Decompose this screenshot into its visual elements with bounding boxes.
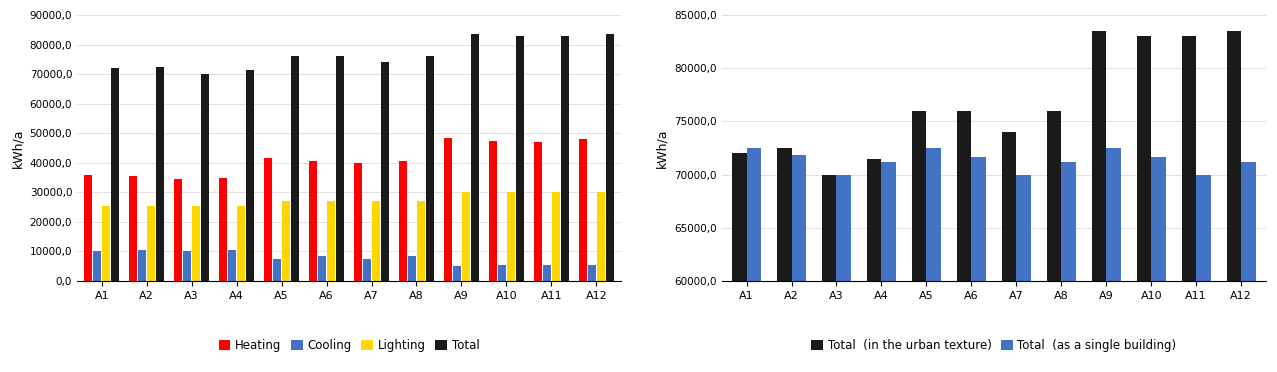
Bar: [1106, 148, 1121, 372]
Bar: [1092, 31, 1106, 372]
Bar: [453, 266, 461, 281]
Bar: [578, 139, 587, 281]
Bar: [398, 161, 407, 281]
Bar: [407, 256, 416, 281]
Bar: [282, 201, 290, 281]
Bar: [264, 158, 272, 281]
Bar: [747, 148, 761, 372]
Bar: [336, 57, 344, 281]
Bar: [318, 256, 326, 281]
Bar: [418, 201, 425, 281]
Bar: [1152, 157, 1166, 372]
Bar: [1181, 36, 1197, 372]
Bar: [138, 250, 147, 281]
Bar: [507, 192, 515, 281]
Bar: [732, 153, 747, 372]
Bar: [489, 141, 497, 281]
Bar: [372, 201, 381, 281]
Bar: [605, 34, 614, 281]
Bar: [1197, 174, 1211, 372]
Bar: [291, 57, 299, 281]
Bar: [926, 148, 941, 372]
Bar: [238, 206, 245, 281]
Bar: [972, 157, 986, 372]
Bar: [471, 34, 479, 281]
Bar: [498, 265, 506, 281]
Bar: [84, 174, 92, 281]
Y-axis label: kWh/a: kWh/a: [656, 128, 669, 168]
Bar: [427, 57, 434, 281]
Bar: [102, 206, 110, 281]
Bar: [1227, 31, 1241, 372]
Bar: [561, 36, 570, 281]
Legend: Total  (in the urban texture), Total  (as a single building): Total (in the urban texture), Total (as …: [806, 335, 1181, 357]
Legend: Heating, Cooling, Lighting, Total: Heating, Cooling, Lighting, Total: [215, 335, 484, 357]
Bar: [516, 36, 524, 281]
Bar: [462, 192, 470, 281]
Bar: [381, 62, 389, 281]
Bar: [129, 176, 138, 281]
Bar: [309, 161, 317, 281]
Bar: [822, 174, 836, 372]
Bar: [444, 138, 452, 281]
Y-axis label: kWh/a: kWh/a: [11, 128, 24, 168]
Bar: [956, 111, 972, 372]
Bar: [1137, 36, 1152, 372]
Bar: [93, 251, 101, 281]
Bar: [363, 259, 372, 281]
Bar: [174, 179, 183, 281]
Bar: [111, 68, 119, 281]
Bar: [867, 159, 881, 372]
Bar: [147, 206, 156, 281]
Bar: [1241, 162, 1255, 372]
Bar: [229, 250, 236, 281]
Bar: [596, 192, 605, 281]
Bar: [156, 67, 165, 281]
Bar: [220, 177, 227, 281]
Bar: [587, 265, 596, 281]
Bar: [912, 111, 926, 372]
Bar: [354, 163, 363, 281]
Bar: [1016, 174, 1031, 372]
Bar: [1061, 162, 1075, 372]
Bar: [881, 162, 896, 372]
Bar: [792, 155, 806, 372]
Bar: [836, 174, 850, 372]
Bar: [200, 74, 209, 281]
Bar: [327, 201, 335, 281]
Bar: [246, 70, 254, 281]
Bar: [183, 251, 192, 281]
Bar: [273, 259, 281, 281]
Bar: [192, 206, 200, 281]
Bar: [1002, 132, 1016, 372]
Bar: [552, 192, 559, 281]
Bar: [543, 265, 550, 281]
Bar: [534, 142, 541, 281]
Bar: [1047, 111, 1061, 372]
Bar: [778, 148, 792, 372]
